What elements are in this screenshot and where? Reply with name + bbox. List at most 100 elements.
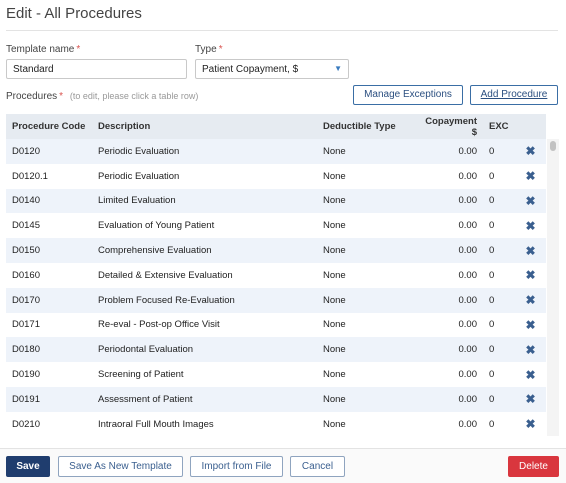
copayment-cell: 0.00 [413,163,483,189]
table-row[interactable]: D0120 Periodic Evaluation None 0.00 0 ✖ [6,139,546,164]
copayment-cell: 0.00 [413,188,483,214]
caret-down-icon: ▼ [334,64,342,73]
exc-cell: 0 [483,312,515,338]
column-header-deductible[interactable]: Deductible Type [317,114,413,139]
description-cell: Limited Evaluation [92,188,317,214]
table-row[interactable]: D0210 Intraoral Full Mouth Images None 0.00… [6,411,546,436]
exc-cell: 0 [483,238,515,263]
close-icon: ✖ [525,293,536,308]
manage-exceptions-button[interactable]: Manage Exceptions [353,85,463,105]
delete-row-button[interactable]: ✖ [515,337,546,363]
description-cell: Problem Focused Re-Evaluation [92,287,317,313]
copayment-cell: 0.00 [413,238,483,263]
description-cell: Comprehensive Evaluation [92,238,317,263]
close-icon: ✖ [525,193,536,208]
deductible-type-cell: None [317,188,413,214]
procedure-code-cell: D0150 [6,238,92,263]
delete-row-button[interactable]: ✖ [515,411,546,436]
close-icon: ✖ [525,268,536,283]
scrollbar-thumb[interactable] [550,141,556,151]
procedure-code-cell: D0180 [6,337,92,363]
delete-row-button[interactable]: ✖ [515,312,546,338]
procedure-code-cell: D0140 [6,188,92,214]
delete-button[interactable]: Delete [508,456,559,477]
exc-cell: 0 [483,262,515,288]
description-cell: Intraoral Full Mouth Images [92,411,317,436]
procedure-code-cell: D0191 [6,386,92,412]
cancel-button[interactable]: Cancel [290,456,345,477]
type-label-text: Type [195,44,217,55]
deductible-type-cell: None [317,312,413,338]
template-name-input[interactable] [6,59,187,79]
procedures-label: Procedures * (to edit, please click a tab… [6,91,198,102]
delete-row-button[interactable]: ✖ [515,287,546,313]
column-header-description[interactable]: Description [92,114,317,139]
table-row[interactable]: D0160 Detailed & Extensive Evaluation None… [6,262,546,288]
exc-cell: 0 [483,362,515,387]
table-row[interactable]: D0180 Periodontal Evaluation None 0.00 0 ✖ [6,337,546,363]
deductible-type-cell: None [317,163,413,189]
type-select-value: Patient Copayment, $ [202,64,299,75]
delete-row-button[interactable]: ✖ [515,188,546,214]
delete-row-button[interactable]: ✖ [515,262,546,288]
table-row[interactable]: D0150 Comprehensive Evaluation None 0.00 0 ✖ [6,238,546,263]
exc-cell: 0 [483,188,515,214]
table-row[interactable]: D0190 Screening of Patient None 0.00 0 ✖ [6,362,546,387]
deductible-type-cell: None [317,262,413,288]
delete-row-button[interactable]: ✖ [515,139,546,164]
delete-row-button[interactable]: ✖ [515,386,546,412]
procedures-table: Procedure Code Description Deductible Ty… [6,114,559,436]
title-divider [6,30,558,31]
procedures-label-text: Procedures [6,91,58,102]
table-row[interactable]: D0140 Limited Evaluation None 0.00 0 ✖ [6,188,546,214]
table-row[interactable]: D0170 Problem Focused Re-Evaluation None 0.… [6,287,546,313]
description-cell: Re-eval - Post-op Office Visit [92,312,317,338]
copayment-cell: 0.00 [413,362,483,387]
delete-row-button[interactable]: ✖ [515,163,546,189]
table-row[interactable]: D0145 Evaluation of Young Patient None 0.00… [6,213,546,239]
column-header-code[interactable]: Procedure Code [6,114,92,139]
table-row[interactable]: D0120.1 Periodic Evaluation None 0.00 0 ✖ [6,163,546,189]
procedure-code-cell: D0120 [6,139,92,164]
delete-row-button[interactable]: ✖ [515,238,546,263]
copayment-cell: 0.00 [413,386,483,412]
delete-row-button[interactable]: ✖ [515,362,546,387]
copayment-cell: 0.00 [413,262,483,288]
close-icon: ✖ [525,367,536,382]
procedure-code-cell: D0160 [6,262,92,288]
table-scrollbar[interactable] [547,139,559,436]
exc-cell: 0 [483,213,515,239]
save-button[interactable]: Save [6,456,50,477]
deductible-type-cell: None [317,337,413,363]
column-header-exc[interactable]: EXC [483,114,515,139]
deductible-type-cell: None [317,139,413,164]
deductible-type-cell: None [317,287,413,313]
procedure-code-cell: D0170 [6,287,92,313]
add-procedure-button[interactable]: Add Procedure [470,85,558,105]
procedure-code-cell: D0145 [6,213,92,239]
description-cell: Evaluation of Young Patient [92,213,317,239]
exc-cell: 0 [483,287,515,313]
table-body: D0120 Periodic Evaluation None 0.00 0 ✖ D0120.… [6,139,546,436]
description-cell: Periodic Evaluation [92,163,317,189]
table-row[interactable]: D0191 Assessment of Patient None 0.00 0 ✖ [6,386,546,412]
table-header-row: Procedure Code Description Deductible Ty… [6,114,546,139]
column-header-copayment[interactable]: Copayment $ [413,114,483,139]
exc-cell: 0 [483,411,515,436]
procedure-code-cell: D0120.1 [6,163,92,189]
copayment-cell: 0.00 [413,139,483,164]
save-as-new-template-button[interactable]: Save As New Template [58,456,183,477]
deductible-type-cell: None [317,386,413,412]
type-select[interactable]: Patient Copayment, $ ▼ [195,59,349,79]
deductible-type-cell: None [317,411,413,436]
copayment-cell: 0.00 [413,312,483,338]
procedure-code-cell: D0171 [6,312,92,338]
copayment-cell: 0.00 [413,287,483,313]
delete-row-button[interactable]: ✖ [515,213,546,239]
close-icon: ✖ [525,417,536,432]
import-from-file-button[interactable]: Import from File [190,456,283,477]
deductible-type-cell: None [317,238,413,263]
template-name-label-text: Template name [6,44,75,55]
column-header-actions [515,114,546,139]
table-row[interactable]: D0171 Re-eval - Post-op Office Visit None 0… [6,312,546,338]
